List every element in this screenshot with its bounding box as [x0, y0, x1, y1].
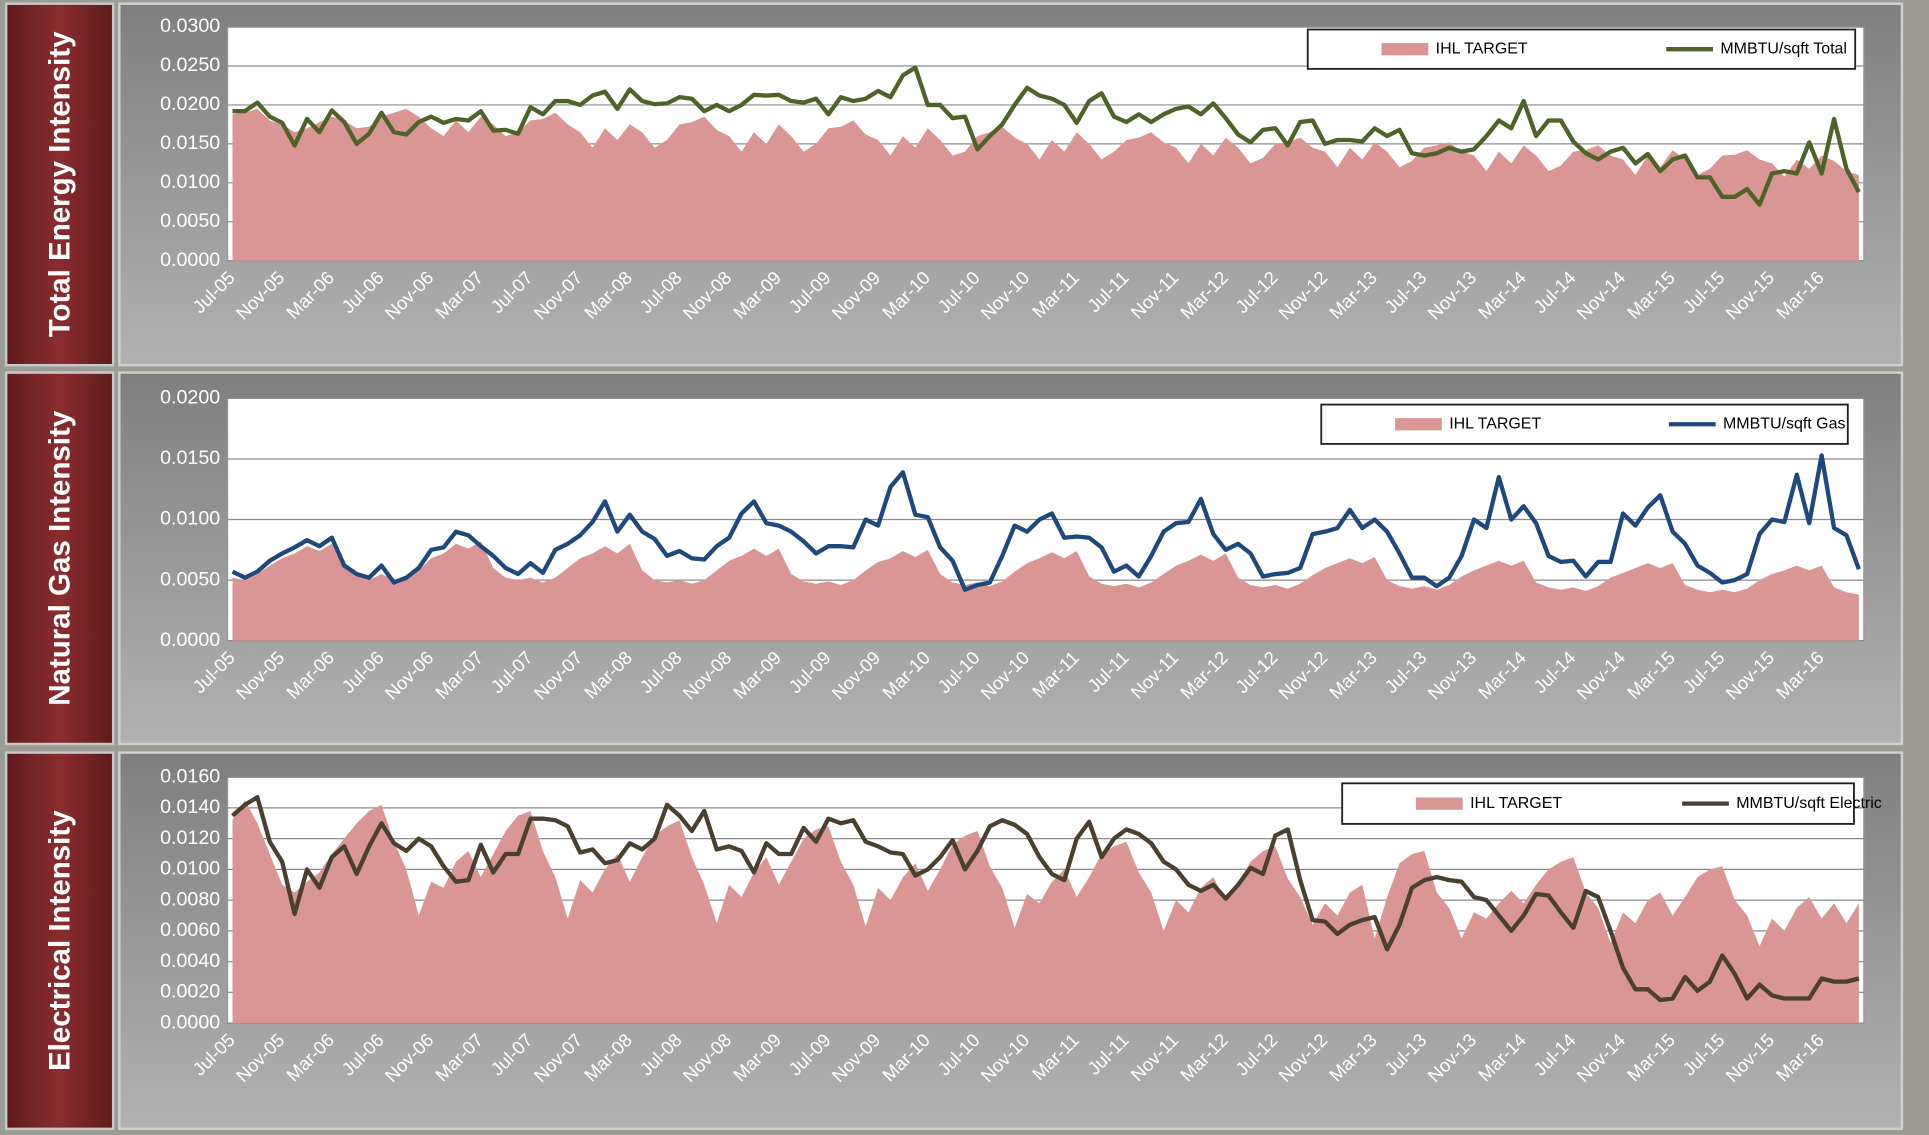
legend-swatch [1395, 418, 1442, 431]
canvas: Total Energy Intensity 0.0000 0.0050 0.0100… [4, 2, 1904, 1131]
y-tick-label: 0.0250 [160, 54, 220, 76]
y-tick-label: 0.0000 [160, 629, 220, 651]
y-tick-label: 0.0150 [160, 447, 220, 469]
legend-swatch [1415, 797, 1463, 810]
legend-label: IHL TARGET [1436, 40, 1528, 57]
target-area [232, 800, 1859, 1024]
legend-swatch [1381, 43, 1429, 56]
y-tick-label: 0.0080 [160, 888, 220, 910]
side-panel [4, 2, 115, 367]
legend-label: IHL TARGET [1449, 415, 1541, 432]
y-tick-label: 0.0040 [160, 950, 220, 972]
y-tick-label: 0.0050 [160, 210, 220, 232]
y-tick-label: 0.0200 [160, 387, 220, 409]
y-tick-label: 0.0150 [160, 132, 220, 154]
y-tick-label: 0.0100 [160, 858, 220, 880]
y-tick-label: 0.0120 [160, 827, 220, 849]
legend-label: MMBTU/sqft Gas [1723, 415, 1845, 432]
side-panel [4, 751, 115, 1131]
y-tick-label: 0.0100 [160, 508, 220, 530]
y-tick-label: 0.0000 [160, 249, 220, 271]
side-label: Electrical Intensity [43, 810, 76, 1071]
y-tick-label: 0.0020 [160, 981, 220, 1003]
legend-label: IHL TARGET [1470, 795, 1562, 812]
side-label: Natural Gas Intensity [43, 410, 76, 706]
target-area [232, 541, 1859, 641]
y-tick-label: 0.0100 [160, 171, 220, 193]
series-line [231, 794, 1860, 1003]
legend-label: MMBTU/sqft Total [1720, 40, 1847, 57]
y-tick-label: 0.0160 [160, 765, 220, 787]
side-panel [4, 371, 115, 746]
y-tick-label: 0.0140 [160, 796, 220, 818]
y-tick-label: 0.0300 [160, 15, 220, 37]
y-tick-label: 0.0050 [160, 568, 220, 590]
series-line [232, 65, 1861, 207]
series-line [231, 453, 1861, 592]
y-tick-label: 0.0060 [160, 919, 220, 941]
y-tick-label: 0.0200 [160, 93, 220, 115]
y-tick-label: 0.0000 [160, 1011, 220, 1033]
side-label: Total Energy Intensity [43, 31, 76, 338]
legend-label: MMBTU/sqft Electric [1736, 795, 1882, 812]
